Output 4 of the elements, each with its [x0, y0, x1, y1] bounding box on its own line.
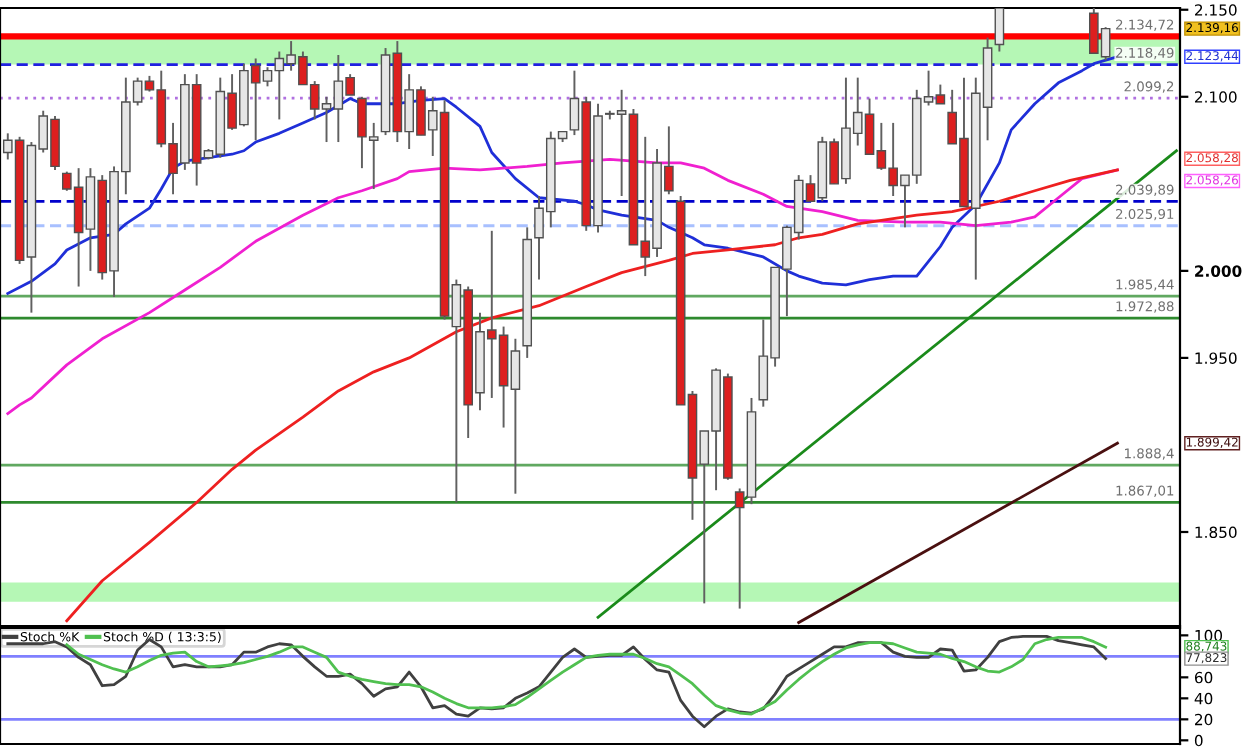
candlestick [994, 8, 1005, 53]
line-series [65, 168, 1119, 623]
line-series [6, 158, 1119, 416]
line-series [6, 635, 1108, 729]
